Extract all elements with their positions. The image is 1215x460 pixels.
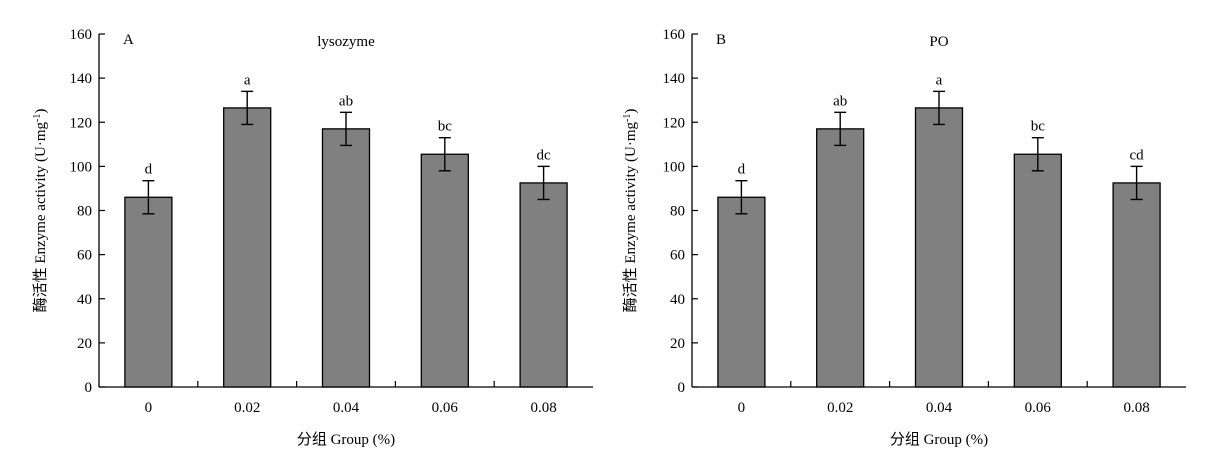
y-tick-label: 20	[670, 336, 685, 352]
significance-label: d	[145, 162, 153, 178]
x-tick-label: 0.08	[1123, 400, 1149, 416]
y-tick-label: 120	[663, 115, 686, 131]
y-axis-label-close: )	[623, 109, 639, 114]
significance-label: bc	[438, 119, 453, 135]
x-tick-label: 0.04	[926, 400, 953, 416]
bar-0-02	[223, 107, 272, 388]
bar-0-06	[1013, 153, 1062, 388]
x-tick-label: 0	[145, 400, 153, 416]
bar-0-08	[519, 182, 568, 388]
y-tick-label: 60	[77, 248, 92, 264]
significance-label: a	[244, 72, 251, 88]
y-tick-label: 80	[77, 204, 92, 220]
bar-0	[717, 196, 766, 388]
y-tick-label: 160	[663, 27, 686, 43]
chart-panel-b: 0 20 40 60 80 100 120 140 160 d 0 ab 0.02 a 0.04 bc 0.06…	[622, 27, 1186, 448]
significance-label: ab	[833, 93, 847, 109]
significance-label: bc	[1031, 119, 1046, 135]
y-axis-label-close: )	[33, 109, 49, 114]
significance-label: dc	[537, 147, 552, 163]
y-axis-label: 酶活性 Enzyme activity (U·mg-1)	[622, 109, 640, 313]
y-axis-label-exponent: -1	[32, 114, 43, 122]
y-axis-label-main: 酶活性 Enzyme activity (U·mg	[32, 121, 49, 312]
significance-label: ab	[339, 93, 353, 109]
bar-0	[124, 196, 173, 388]
x-tick-label: 0	[738, 400, 746, 416]
x-tick-label: 0.06	[432, 400, 459, 416]
y-tick-label: 0	[678, 380, 686, 396]
y-tick-label: 120	[70, 115, 93, 131]
chart-panel-a: 0 20 40 60 80 100 120 140 160 d 0 a 0.02 ab 0.04 bc 0.06…	[32, 27, 593, 448]
y-tick-label: 60	[670, 248, 685, 264]
panel-label: B	[716, 32, 726, 48]
bar-0-06	[420, 153, 469, 388]
panel-label: A	[123, 32, 134, 48]
y-axis-label-main: 酶活性 Enzyme activity (U·mg	[622, 121, 639, 312]
x-tick-label: 0.08	[530, 400, 556, 416]
y-tick-label: 100	[70, 159, 93, 175]
bar-0-08	[1112, 182, 1161, 388]
bar-0-02	[816, 128, 865, 388]
y-tick-label: 0	[85, 380, 93, 396]
x-tick-label: 0.06	[1025, 400, 1052, 416]
y-tick-label: 140	[663, 71, 686, 87]
y-tick-label: 140	[70, 71, 93, 87]
significance-label: a	[936, 72, 943, 88]
y-axis-label-exponent: -1	[622, 114, 633, 122]
x-axis-label: 分组 Group (%)	[297, 431, 395, 448]
x-axis-label: 分组 Group (%)	[890, 431, 988, 448]
bar-0-04	[321, 128, 371, 388]
significance-label: cd	[1130, 147, 1145, 163]
y-tick-label: 160	[70, 27, 93, 43]
x-tick-label: 0.04	[333, 400, 360, 416]
y-axis-label: 酶活性 Enzyme activity (U·mg-1)	[32, 109, 50, 313]
chart-title: PO	[929, 34, 948, 50]
y-tick-label: 40	[77, 292, 92, 308]
y-tick-label: 40	[670, 292, 685, 308]
chart-title: lysozyme	[317, 34, 375, 50]
x-tick-label: 0.02	[827, 400, 853, 416]
y-tick-label: 80	[670, 204, 685, 220]
significance-label: d	[738, 162, 746, 178]
x-tick-label: 0.02	[234, 400, 260, 416]
y-tick-label: 100	[663, 159, 686, 175]
bar-0-04	[914, 107, 964, 388]
y-tick-label: 20	[77, 336, 92, 352]
